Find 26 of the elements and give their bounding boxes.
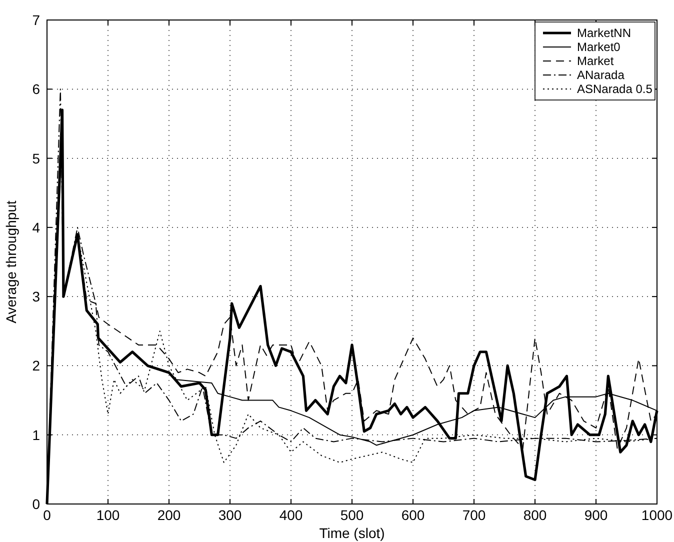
x-tick-label: 300 [218,507,242,523]
x-axis-title: Time (slot) [319,525,385,541]
y-tick-label: 5 [32,150,40,166]
y-tick-label: 0 [32,496,40,512]
y-tick-label: 4 [32,219,40,236]
y-tick-label: 7 [32,12,40,28]
x-tick-label: 1000 [641,507,673,523]
legend-label: Market [577,54,614,68]
y-tick-label: 1 [32,426,40,443]
y-tick-label: 2 [32,358,40,374]
x-tick-label: 500 [340,507,364,523]
legend-label: ANarada [577,68,625,82]
y-axis-title: Average throughput [3,200,19,324]
y-tick-label: 3 [32,288,40,305]
legend-label: ASNarada 0.5 [577,82,653,96]
x-tick-label: 700 [462,507,486,523]
x-tick-label: 600 [401,507,425,523]
legend-label: MarketNN [577,26,632,40]
legend-label: Market0 [577,40,621,54]
x-tick-label: 200 [157,507,181,523]
x-tick-label: 400 [279,507,303,523]
x-tick-label: 0 [43,507,52,523]
y-tick-label: 6 [32,81,40,98]
x-tick-label: 800 [523,507,547,523]
x-tick-label: 100 [96,507,120,523]
x-tick-label: 900 [584,507,608,523]
